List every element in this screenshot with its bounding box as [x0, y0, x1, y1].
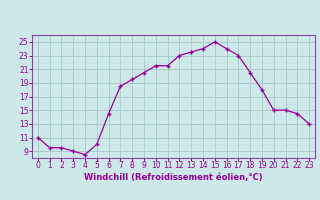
X-axis label: Windchill (Refroidissement éolien,°C): Windchill (Refroidissement éolien,°C) — [84, 173, 263, 182]
